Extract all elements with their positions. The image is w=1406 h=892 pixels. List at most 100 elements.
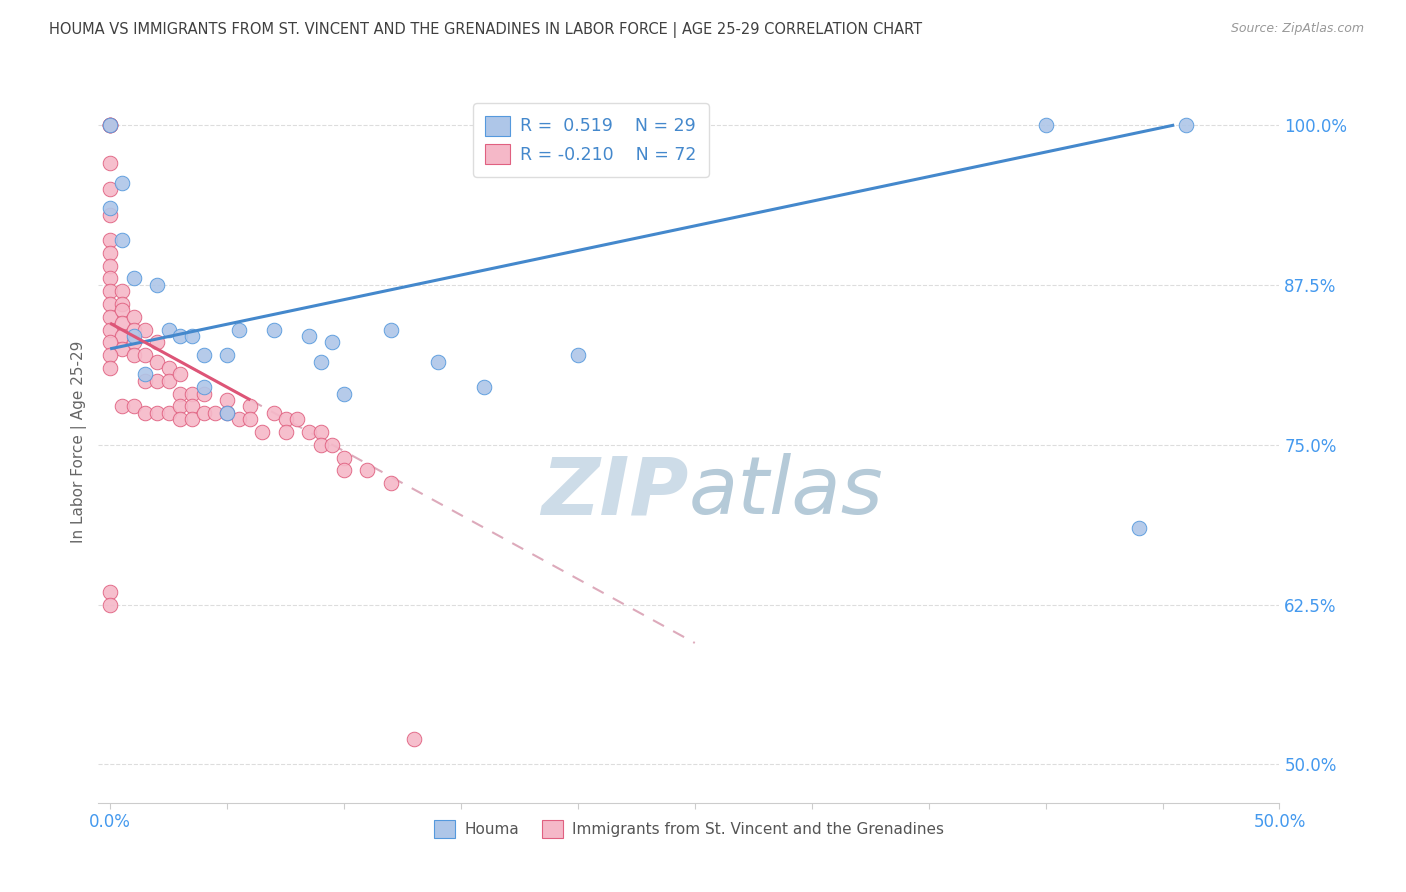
Text: ZIP: ZIP [541, 453, 689, 531]
Point [157, 406, 180, 420]
Point [193, 386, 215, 401]
Point [380, 476, 402, 491]
Point [98, 118, 121, 132]
Point [111, 329, 134, 343]
Point [98, 297, 121, 311]
Point [122, 271, 145, 285]
Point [122, 310, 145, 324]
Point [122, 335, 145, 350]
Point [380, 323, 402, 337]
Point [111, 400, 134, 414]
Point [1128, 521, 1150, 535]
Point [472, 380, 495, 394]
Point [285, 412, 308, 426]
Point [298, 329, 321, 343]
Point [333, 386, 356, 401]
Point [321, 335, 343, 350]
Point [98, 118, 121, 132]
Point [98, 259, 121, 273]
Point [134, 323, 156, 337]
Point [98, 118, 121, 132]
Point [146, 354, 169, 368]
Point [134, 374, 156, 388]
Point [134, 406, 156, 420]
Point [98, 310, 121, 324]
Point [193, 348, 215, 362]
Point [426, 354, 449, 368]
Point [169, 329, 191, 343]
Point [134, 368, 156, 382]
Point [181, 400, 204, 414]
Point [169, 400, 191, 414]
Point [204, 406, 226, 420]
Point [98, 285, 121, 299]
Point [263, 406, 285, 420]
Point [157, 361, 180, 376]
Point [309, 438, 332, 452]
Point [98, 323, 121, 337]
Point [157, 374, 180, 388]
Point [169, 386, 191, 401]
Point [274, 412, 297, 426]
Point [146, 374, 169, 388]
Point [169, 368, 191, 382]
Point [1035, 118, 1057, 132]
Point [98, 201, 121, 215]
Point [98, 271, 121, 285]
Point [239, 400, 262, 414]
Point [333, 450, 356, 465]
Point [111, 303, 134, 318]
Point [122, 400, 145, 414]
Point [98, 233, 121, 247]
Point [215, 392, 238, 407]
Point [169, 412, 191, 426]
Point [98, 584, 121, 599]
Point [239, 412, 262, 426]
Point [215, 406, 238, 420]
Point [98, 361, 121, 376]
Y-axis label: In Labor Force | Age 25-29: In Labor Force | Age 25-29 [72, 341, 87, 542]
Point [298, 425, 321, 439]
Point [146, 277, 169, 292]
Point [98, 118, 121, 132]
Point [98, 156, 121, 170]
Point [193, 380, 215, 394]
Point [111, 233, 134, 247]
Point [157, 323, 180, 337]
Point [98, 335, 121, 350]
Point [98, 118, 121, 132]
Text: atlas: atlas [689, 453, 884, 531]
Point [250, 425, 273, 439]
Point [228, 323, 250, 337]
Point [122, 323, 145, 337]
Point [404, 731, 426, 746]
Point [134, 348, 156, 362]
Point [146, 335, 169, 350]
Point [111, 316, 134, 330]
Point [98, 598, 121, 612]
Point [181, 386, 204, 401]
Point [321, 438, 343, 452]
Point [215, 348, 238, 362]
Point [309, 425, 332, 439]
Point [567, 348, 589, 362]
Point [333, 463, 356, 477]
Point [98, 348, 121, 362]
Point [98, 246, 121, 260]
Point [1174, 118, 1197, 132]
Point [181, 329, 204, 343]
Point [228, 412, 250, 426]
Text: HOUMA VS IMMIGRANTS FROM ST. VINCENT AND THE GRENADINES IN LABOR FORCE | AGE 25-: HOUMA VS IMMIGRANTS FROM ST. VINCENT AND… [49, 22, 922, 38]
Point [111, 285, 134, 299]
Point [309, 354, 332, 368]
Point [98, 208, 121, 222]
Point [263, 323, 285, 337]
Point [122, 329, 145, 343]
Point [181, 412, 204, 426]
Point [111, 297, 134, 311]
Point [111, 176, 134, 190]
Text: Source: ZipAtlas.com: Source: ZipAtlas.com [1230, 22, 1364, 36]
Point [146, 406, 169, 420]
Point [193, 406, 215, 420]
Point [356, 463, 378, 477]
